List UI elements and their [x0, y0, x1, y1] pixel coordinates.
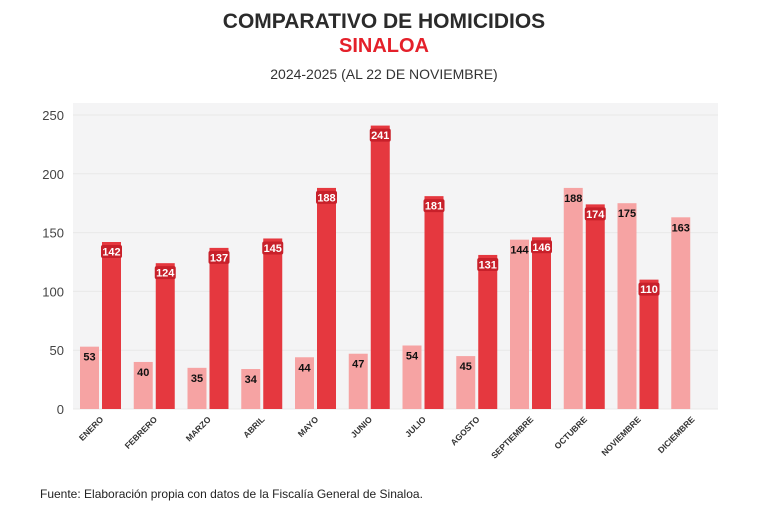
data-label: 188 — [317, 192, 335, 204]
data-label-background — [154, 266, 176, 280]
y-tick-label: 200 — [42, 167, 64, 182]
bar — [585, 204, 605, 409]
data-label-background — [101, 245, 122, 259]
data-label: 142 — [102, 247, 120, 259]
x-tick-label: DICIEMBRE — [656, 414, 697, 455]
data-label: 144 — [510, 245, 529, 257]
bar — [563, 187, 583, 409]
bar — [295, 357, 314, 409]
data-label: 40 — [137, 367, 149, 379]
bar — [617, 203, 637, 409]
bar — [424, 196, 444, 409]
bar — [133, 361, 153, 409]
y-tick-label: 150 — [42, 226, 64, 241]
data-label: 241 — [371, 130, 389, 142]
data-label: 124 — [156, 268, 175, 280]
data-label-background — [316, 190, 337, 204]
x-tick-label: NOVIEMBRE — [599, 414, 643, 458]
data-label: 47 — [352, 359, 364, 371]
data-label: 131 — [479, 259, 497, 271]
bar — [639, 279, 659, 409]
x-tick-label: MARZO — [184, 414, 213, 443]
chart-title: COMPARATIVO DE HOMICIDIOS — [222, 10, 546, 33]
data-label-background — [369, 128, 391, 142]
bar — [402, 345, 422, 409]
data-label-background — [584, 207, 606, 221]
bar — [478, 254, 498, 409]
data-label-background — [531, 240, 552, 254]
y-tick-label: 50 — [50, 343, 64, 358]
x-tick-label: AGOSTO — [449, 414, 482, 447]
source-note: Fuente: Elaboración propia con datos de … — [40, 487, 423, 501]
data-label: 174 — [586, 209, 605, 221]
bar — [510, 239, 529, 409]
bar — [317, 187, 336, 409]
data-label-background — [423, 199, 445, 213]
data-label: 175 — [618, 208, 636, 220]
data-label: 188 — [564, 193, 582, 205]
data-label: 34 — [245, 374, 258, 386]
x-tick-label: JULIO — [403, 414, 428, 439]
bar — [155, 263, 175, 409]
data-label: 137 — [210, 252, 228, 264]
bar — [456, 356, 476, 409]
data-label: 45 — [460, 361, 472, 373]
data-label-background — [262, 241, 284, 255]
x-tick-label: FEBRERO — [123, 414, 160, 451]
data-label: 110 — [640, 284, 658, 296]
data-label: 145 — [264, 243, 282, 255]
bar — [348, 353, 368, 409]
bar — [209, 247, 229, 409]
bar — [187, 367, 207, 409]
x-tick-label: ENERO — [77, 414, 106, 443]
bar — [263, 238, 283, 409]
y-tick-label: 250 — [42, 108, 64, 123]
bar — [241, 369, 261, 409]
data-label: 35 — [191, 373, 203, 385]
bar — [671, 217, 691, 409]
x-tick-label: JUNIO — [349, 414, 375, 440]
data-label-background — [638, 282, 660, 296]
y-tick-label: 100 — [42, 284, 64, 299]
data-label: 146 — [532, 242, 550, 254]
bar — [532, 237, 551, 409]
chart-subtitle: SINALOA — [339, 35, 429, 57]
chart-period: 2024-2025 (AL 22 DE NOVIEMBRE) — [270, 66, 498, 82]
data-label: 44 — [298, 362, 311, 374]
x-tick-label: ABRIL — [241, 414, 266, 439]
bar — [80, 346, 99, 409]
data-label-background — [208, 250, 230, 264]
bar — [370, 125, 390, 410]
plot-background — [73, 103, 718, 409]
x-tick-label: SEPTIEMBRE — [489, 414, 535, 460]
y-tick-label: 0 — [57, 402, 64, 417]
data-label: 53 — [83, 352, 95, 364]
data-label: 181 — [425, 201, 443, 213]
x-tick-label: OCTUBRE — [552, 414, 589, 451]
data-label: 163 — [672, 222, 690, 234]
x-tick-label: MAYO — [296, 414, 321, 439]
bar — [102, 242, 121, 409]
data-label-background — [477, 257, 499, 271]
data-label: 54 — [406, 350, 419, 362]
